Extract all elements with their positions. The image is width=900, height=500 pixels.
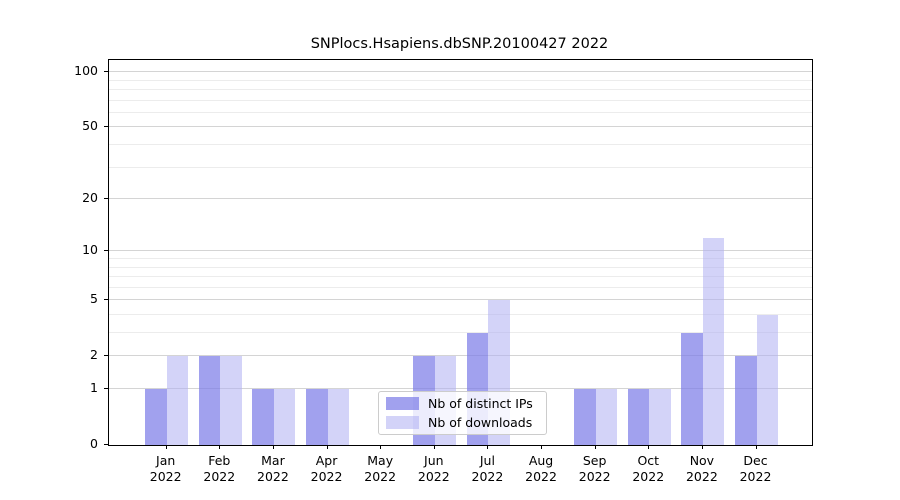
y-axis-tick	[104, 355, 108, 357]
major-gridline-1	[109, 388, 812, 390]
x-tick-label-apr: Apr 2022	[310, 453, 343, 484]
x-tick-label-mar: Mar 2022	[257, 453, 289, 484]
legend-label-distinct-ips: Nb of distinct IPs	[428, 396, 533, 411]
bar-sep-downloads	[595, 389, 618, 445]
bar-mar-distinct-ips	[252, 389, 274, 445]
x-tick-label-may: May 2022	[364, 453, 397, 484]
x-tick-label-nov: Nov 2022	[685, 453, 718, 484]
legend-label-downloads: Nb of downloads	[428, 415, 533, 430]
bar-dec-distinct-ips	[735, 356, 757, 445]
y-axis-tick	[104, 444, 108, 445]
major-gridline-5	[109, 299, 812, 301]
x-axis-tick	[219, 445, 221, 449]
bar-nov-downloads	[702, 237, 725, 445]
y-tick-label: 2	[90, 347, 98, 363]
major-gridline-2	[109, 355, 812, 357]
minor-gridline	[109, 266, 812, 268]
bar-feb-distinct-ips	[198, 356, 221, 445]
minor-gridline	[109, 166, 812, 168]
x-tick-label-oct: Oct 2022	[632, 453, 665, 484]
minor-gridline	[109, 79, 812, 81]
y-tick-label: 20	[82, 190, 98, 206]
bar-dec-downloads	[756, 315, 779, 445]
y-axis-tick	[104, 71, 108, 73]
minor-gridline	[109, 99, 812, 101]
y-tick-label: 5	[90, 291, 98, 307]
legend-item-downloads: Nb of downloads	[386, 415, 538, 430]
x-axis-tick	[165, 445, 167, 449]
x-tick-label-sep: Sep 2022	[578, 453, 611, 484]
x-axis-tick	[272, 445, 274, 449]
legend-item-distinct-ips: Nb of distinct IPs	[386, 396, 538, 411]
minor-gridline	[109, 286, 812, 288]
x-axis-tick	[433, 445, 435, 449]
x-axis-tick	[380, 445, 382, 449]
legend-swatch-downloads	[386, 416, 419, 429]
bar-apr-distinct-ips	[306, 389, 328, 445]
minor-gridline	[109, 314, 812, 315]
bar-oct-downloads	[649, 389, 671, 445]
chart-title: SNPlocs.Hsapiens.dbSNP.20100427 2022	[310, 36, 609, 52]
bar-jan-distinct-ips	[145, 389, 167, 445]
bar-mar-downloads	[273, 389, 296, 445]
x-tick-label-dec: Dec 2022	[739, 453, 772, 484]
bar-apr-downloads	[327, 389, 350, 445]
x-tick-label-feb: Feb 2022	[203, 453, 236, 484]
y-axis-tick	[104, 198, 108, 200]
minor-gridline	[109, 258, 812, 259]
legend: Nb of distinct IPs Nb of downloads	[378, 391, 547, 435]
minor-gridline	[109, 111, 812, 113]
y-axis-tick	[104, 250, 108, 252]
minor-gridline	[109, 89, 812, 91]
x-axis-tick	[648, 445, 650, 449]
legend-swatch-distinct-ips	[386, 397, 419, 410]
plot-area	[108, 59, 813, 446]
bar-feb-downloads	[220, 356, 242, 445]
x-axis-tick	[487, 445, 489, 449]
y-axis-tick	[104, 126, 108, 128]
x-tick-label-aug: Aug 2022	[525, 453, 557, 484]
minor-gridline	[109, 276, 812, 278]
y-axis-tick	[104, 388, 108, 389]
bar-jan-downloads	[166, 356, 189, 445]
major-gridline-10	[109, 250, 812, 252]
minor-gridline	[109, 332, 812, 334]
major-gridline-50	[109, 126, 812, 128]
bar-oct-distinct-ips	[627, 389, 650, 445]
x-axis-tick	[594, 445, 596, 449]
y-tick-label: 0	[90, 436, 98, 451]
bar-sep-distinct-ips	[574, 389, 596, 445]
x-axis-tick	[541, 445, 543, 449]
y-tick-label: 100	[74, 63, 98, 79]
y-axis-tick	[104, 299, 108, 301]
x-tick-label-jan: Jan 2022	[149, 453, 182, 484]
major-gridline-20	[109, 198, 812, 200]
bar-nov-distinct-ips	[681, 333, 703, 445]
y-tick-label: 10	[82, 242, 98, 258]
y-tick-label: 1	[90, 380, 98, 395]
x-axis-tick	[326, 445, 328, 449]
x-tick-label-jul: Jul 2022	[471, 453, 504, 484]
x-axis-tick	[755, 445, 757, 449]
minor-gridline	[109, 144, 812, 146]
x-axis-tick	[701, 445, 703, 449]
x-tick-label-jun: Jun 2022	[417, 453, 450, 484]
y-tick-label: 50	[82, 118, 98, 134]
major-gridline-100	[109, 71, 812, 73]
